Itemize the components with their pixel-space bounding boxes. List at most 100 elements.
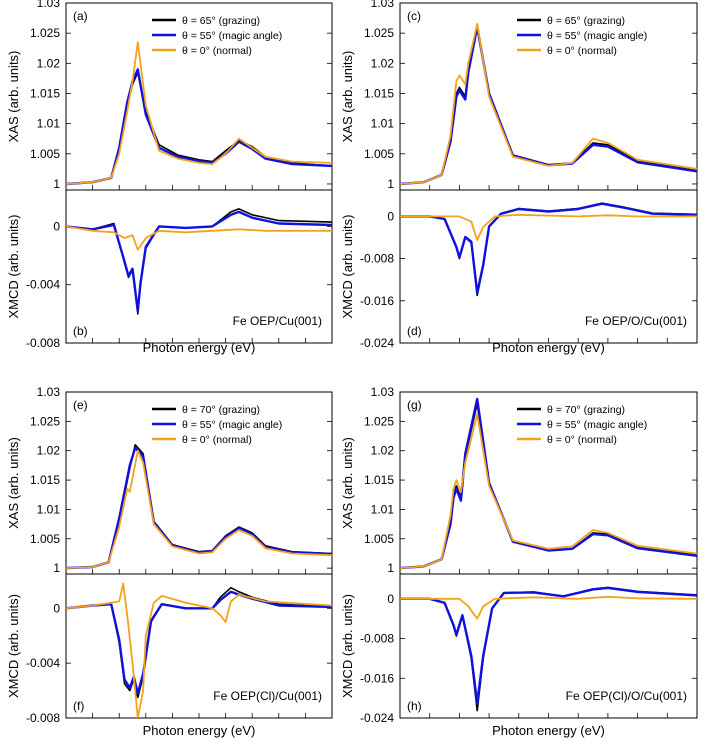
panel-tag: (d) — [407, 324, 422, 338]
xas-ytick-label: 1.01 — [371, 117, 395, 131]
xas-ytick-label: 1.02 — [371, 56, 395, 70]
xas-ytick-label: 1.03 — [37, 0, 61, 10]
xmcd-series-normal — [66, 582, 332, 718]
xmcd-ytick-label: -0.008 — [26, 711, 60, 725]
xas-series-normal — [66, 41, 332, 185]
sample-label: Fe OEP(Cl)/O/Cu(001) — [566, 689, 687, 703]
xas-series-grazing — [66, 71, 332, 185]
xas-ytick-label: 1.01 — [371, 502, 395, 516]
xas-ylabel: XAS (arb. units) — [340, 51, 355, 143]
xmcd-ytick-label: -0.004 — [26, 278, 60, 292]
xmcd-ylabel: XMCD (arb. units) — [340, 214, 355, 318]
xmcd-ytick-label: -0.024 — [360, 711, 394, 725]
xmcd-series-normal — [400, 595, 697, 620]
xas-series-normal — [400, 23, 697, 185]
xmcd-series-magic — [400, 202, 697, 295]
xas-ytick-label: 1.015 — [364, 86, 394, 100]
xmcd-ytick-label: 0 — [53, 601, 60, 615]
xas-ytick-label: 1.005 — [30, 147, 60, 161]
xmcd-ylabel: XMCD (arb. units) — [6, 594, 21, 698]
xmcd-ytick-label: 0 — [387, 592, 394, 606]
xas-ylabel: XAS (arb. units) — [6, 437, 21, 529]
panel-tag: (b) — [73, 324, 88, 338]
xas-ylabel: XAS (arb. units) — [340, 437, 355, 529]
legend-entry: θ = 0° (normal) — [182, 45, 252, 57]
xas-ytick-label: 1 — [53, 561, 60, 575]
xas-ytick-label: 1.025 — [30, 26, 60, 40]
xas-ytick-label: 1.025 — [364, 26, 394, 40]
xmcd-ytick-label: -0.008 — [26, 336, 60, 350]
xmcd-ytick-label: -0.004 — [26, 656, 60, 670]
xas-series-magic — [66, 446, 332, 570]
xas-ytick-label: 1 — [387, 561, 394, 575]
sample-label: Fe OEP/O/Cu(001) — [585, 314, 687, 328]
panel-top-left: 1 1.005 1.01 1.015 1.02 1.025 1.03 0 -0.004 -0.00… — [6, 0, 333, 355]
xmcd-ytick-label: -0.016 — [360, 671, 394, 685]
xas-ytick-label: 1.03 — [371, 0, 395, 10]
xmcd-ytick-label: 0 — [53, 219, 60, 233]
panel-tag: (a) — [73, 9, 88, 23]
xmcd-series-normal — [66, 225, 332, 251]
xas-ytick-label: 1.01 — [37, 117, 61, 131]
legend-entry: θ = 55° (magic angle) — [182, 30, 282, 42]
xmcd-ylabel: XMCD (arb. units) — [340, 594, 355, 698]
xas-ytick-label: 1.015 — [364, 473, 394, 487]
panel-bottom-left: 1 1.005 1.01 1.015 1.02 1.025 1.03 0 -0.004 -0.00… — [6, 385, 333, 738]
xmcd-series-normal — [400, 213, 697, 241]
legend-entry: θ = 55° (magic angle) — [547, 419, 647, 431]
legend-entry: θ = 0° (normal) — [547, 45, 617, 57]
sample-label: Fe OEP(Cl)/Cu(001) — [213, 689, 322, 703]
xmcd-ytick-label: -0.008 — [360, 252, 394, 266]
xas-ytick-label: 1.025 — [30, 414, 60, 428]
xmcd-ytick-label: -0.024 — [360, 336, 394, 350]
xas-ytick-label: 1.03 — [37, 385, 61, 399]
legend-entry: θ = 70° (grazing) — [182, 404, 260, 416]
xas-ytick-label: 1.03 — [371, 385, 395, 399]
xmcd-ylabel: XMCD (arb. units) — [6, 214, 21, 318]
xmcd-series-magic — [66, 590, 332, 695]
legend-entry: θ = 55° (magic angle) — [182, 419, 282, 431]
legend-entry: θ = 0° (normal) — [547, 434, 617, 446]
xas-ytick-label: 1.005 — [364, 147, 394, 161]
xas-series-magic — [400, 397, 697, 570]
panel-tag: (f) — [73, 699, 84, 713]
xlabel: Photon energy (eV) — [492, 340, 605, 355]
legend-entry: θ = 65° (grazing) — [547, 15, 625, 27]
panel-tag: (h) — [407, 699, 422, 713]
panel-tag: (c) — [407, 9, 421, 23]
panel-tag: (g) — [407, 398, 422, 412]
xmcd-ytick-label: -0.016 — [360, 294, 394, 308]
xas-ytick-label: 1.015 — [30, 86, 60, 100]
xas-ylabel: XAS (arb. units) — [6, 51, 21, 143]
xas-series-normal — [400, 413, 697, 569]
xas-ytick-label: 1 — [387, 177, 394, 191]
xlabel: Photon energy (eV) — [492, 723, 605, 738]
xas-ytick-label: 1.01 — [37, 502, 61, 516]
xmcd-series-magic — [66, 210, 332, 313]
xas-ytick-label: 1.005 — [364, 532, 394, 546]
legend-entry: θ = 0° (normal) — [182, 434, 252, 446]
xas-ytick-label: 1.015 — [30, 473, 60, 487]
xas-series-grazing — [66, 444, 332, 569]
panel-top-right: 1 1.005 1.01 1.015 1.02 1.025 1.03 0 -0.008 -0.01… — [340, 0, 698, 355]
xmcd-ytick-label: 0 — [387, 209, 394, 223]
xas-series-magic — [66, 68, 332, 186]
panel-bottom-right: 1 1.005 1.01 1.015 1.02 1.025 1.03 0 -0.008 -0.01… — [340, 385, 698, 738]
xas-ytick-label: 1.005 — [30, 532, 60, 546]
xas-ytick-label: 1 — [53, 177, 60, 191]
xas-ytick-label: 1.02 — [37, 56, 61, 70]
legend-entry: θ = 55° (magic angle) — [547, 30, 647, 42]
xas-ytick-label: 1.02 — [371, 444, 395, 458]
xmcd-series-magic — [400, 586, 697, 705]
xas-ytick-label: 1.025 — [364, 414, 394, 428]
legend-entry: θ = 65° (grazing) — [182, 15, 260, 27]
xas-series-normal — [66, 449, 332, 569]
panel-tag: (e) — [73, 398, 88, 412]
sample-label: Fe OEP/Cu(001) — [233, 314, 322, 328]
legend-entry: θ = 70° (grazing) — [547, 404, 625, 416]
xlabel: Photon energy (eV) — [143, 723, 256, 738]
xlabel: Photon energy (eV) — [143, 340, 256, 355]
xas-ytick-label: 1.02 — [37, 444, 61, 458]
xmcd-ytick-label: -0.008 — [360, 632, 394, 646]
